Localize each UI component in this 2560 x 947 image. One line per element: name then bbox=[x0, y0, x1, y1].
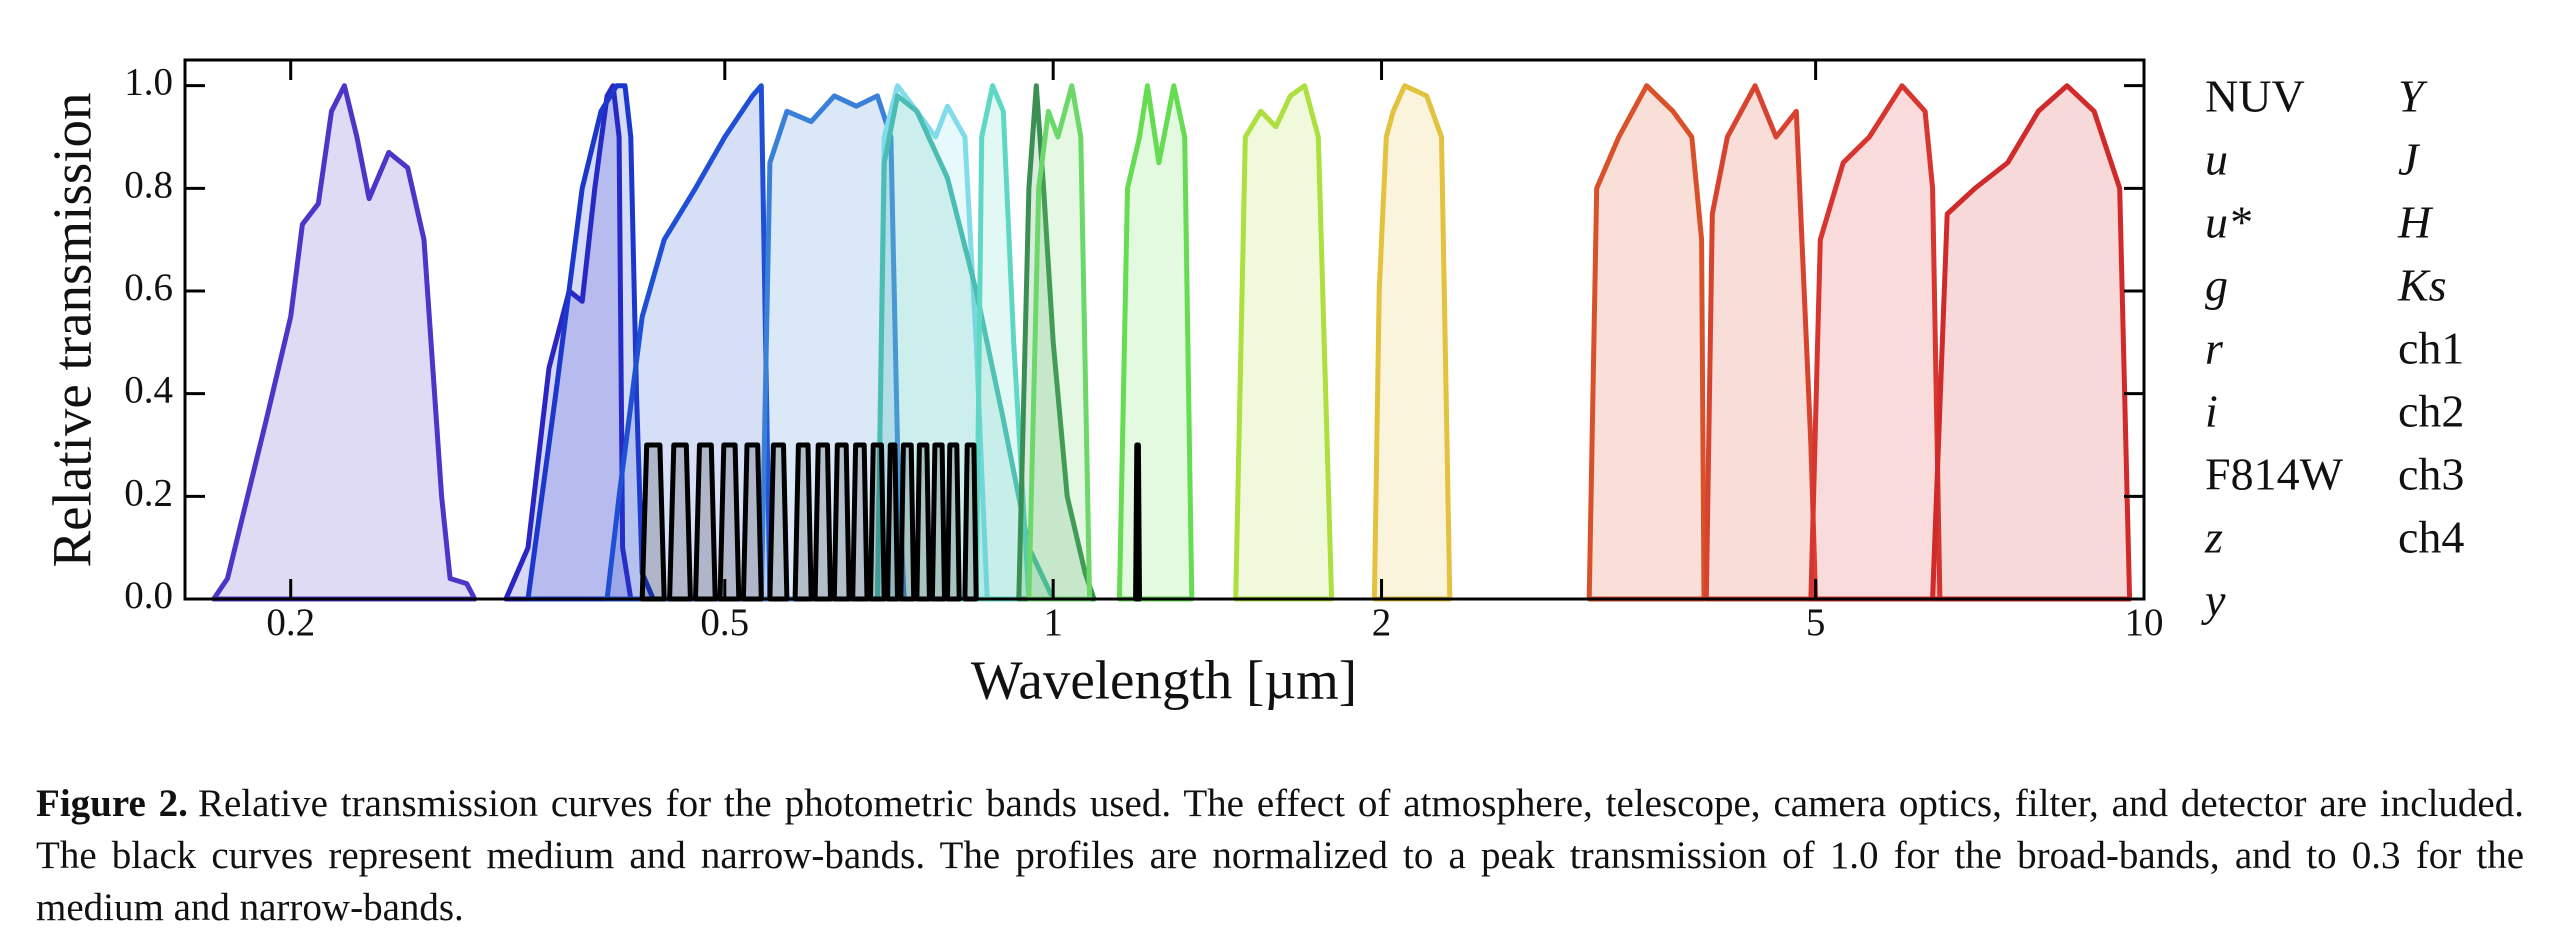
legend-entry: NUV bbox=[2205, 71, 2305, 122]
x-tick-label: 0.2 bbox=[266, 601, 315, 644]
legend-entry: ch1 bbox=[2398, 323, 2464, 374]
legend-entry: J bbox=[2398, 134, 2421, 185]
x-axis-label: Wavelength [µm] bbox=[971, 650, 1357, 711]
band-curve bbox=[1703, 83, 1819, 602]
legend-entry: u* bbox=[2205, 197, 2251, 248]
y-tick-label: 1.0 bbox=[124, 61, 173, 104]
x-tick-label: 0.5 bbox=[700, 601, 749, 644]
y-axis-label: Relative transmission bbox=[42, 92, 103, 567]
band-curve bbox=[1930, 83, 2133, 602]
caption-text: Relative transmission curves for the pho… bbox=[36, 782, 2524, 929]
plot-area bbox=[211, 83, 2133, 602]
band-curve bbox=[1026, 83, 1093, 602]
x-tick-label: 5 bbox=[1806, 601, 1826, 644]
caption-label: Figure 2. bbox=[36, 782, 188, 825]
band-curve bbox=[1808, 83, 1943, 602]
chart: Relative transmission Wavelength [µm] 0.… bbox=[42, 58, 2464, 711]
y-tick-label: 0.4 bbox=[124, 369, 173, 412]
legend-entry: g bbox=[2205, 260, 2228, 311]
legend-entry: z bbox=[2204, 512, 2223, 563]
x-tick-label: 1 bbox=[1043, 601, 1063, 644]
legend-entry: Ks bbox=[2397, 260, 2447, 311]
x-tick-label: 2 bbox=[1372, 601, 1392, 644]
x-tick-label: 10 bbox=[2125, 601, 2164, 644]
legend-entry: Y bbox=[2398, 71, 2428, 122]
band-curve bbox=[1116, 83, 1195, 602]
band-curve bbox=[1586, 83, 1707, 602]
band-curve bbox=[1371, 83, 1453, 602]
legend-entry: ch3 bbox=[2398, 449, 2464, 500]
legend-entry: ch4 bbox=[2398, 512, 2464, 563]
legend-entry: ch2 bbox=[2398, 386, 2464, 437]
legend-entry: y bbox=[2201, 575, 2226, 626]
legend-entry: u bbox=[2205, 134, 2228, 185]
y-tick-label: 0.6 bbox=[124, 266, 173, 309]
legend-entry: H bbox=[2397, 197, 2434, 248]
axes-frame bbox=[183, 58, 2146, 601]
band-curve bbox=[503, 83, 634, 602]
legend-entry: i bbox=[2205, 386, 2218, 437]
y-tick-label: 0.8 bbox=[124, 163, 173, 206]
caption: Figure 2. Relative transmission curves fo… bbox=[36, 778, 2524, 934]
y-tick-label: 0.0 bbox=[124, 574, 173, 617]
legend-entry: F814W bbox=[2205, 449, 2344, 500]
band-curve bbox=[1233, 83, 1335, 602]
band-curve bbox=[639, 442, 1142, 602]
y-tick-label: 0.2 bbox=[124, 471, 173, 514]
legend-entry: r bbox=[2205, 323, 2224, 374]
band-curve bbox=[211, 83, 478, 602]
